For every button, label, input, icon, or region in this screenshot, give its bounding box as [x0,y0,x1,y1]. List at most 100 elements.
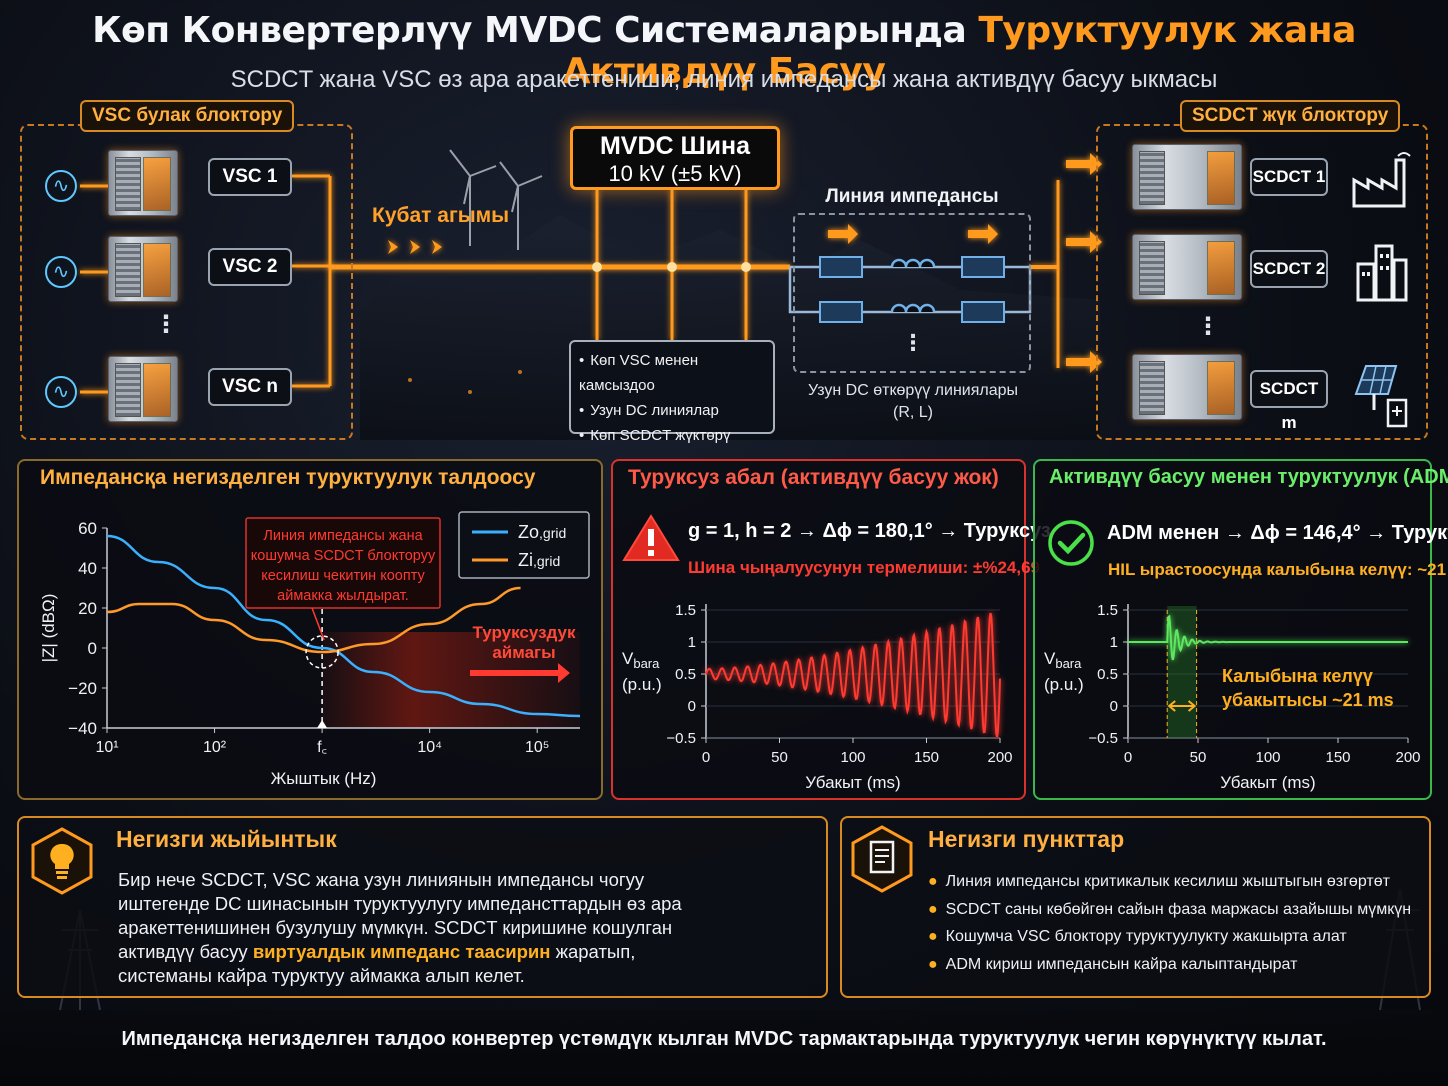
key-points-panel [840,816,1431,998]
stable-panel [1033,459,1432,800]
legend-label: Zi,grid [518,550,560,570]
voltage-trace [1128,614,1408,661]
x-axis-label: Убакыт (ms) [1220,773,1315,792]
check-icon [1048,520,1094,566]
voltage-trace [705,612,1001,738]
title-part-1: Көп Конвертерлүү MVDC Системаларында [92,10,979,51]
x-tick-label: 50 [771,749,788,766]
recovery-label: Калыбына келүү [1222,666,1373,686]
bus-info-box: • Көп VSC менен камсыздоо • Узун DC линиял… [569,340,775,444]
inductor-symbols [890,258,936,313]
line-impedance-caption: Узун DC өткөрүү линиялары (R, L) [807,382,1019,421]
unstable-region-arrow [470,663,570,683]
resistor-symbols [819,256,1005,323]
hil-recovery: HIL ырастоосунда калыбына келүү: ~21 ms [1108,560,1448,579]
scdct-2-label[interactable]: SCDCT 2 [1250,250,1328,288]
y-tick-label: 1.5 [675,602,696,619]
annotation-line: кесилиш чекитин коопту [261,568,425,584]
annotation-line: аймакка жылдырат. [277,588,409,604]
y-tick-label: 0 [1110,698,1118,715]
y-axis-label: |Z| (dBΩ) [39,594,58,663]
buildings-icon [1356,244,1408,302]
footer-band [0,1010,1448,1086]
x-tick-label: 10¹ [95,739,118,756]
bus-info-item: • Көп SCDCT жүктөрү [579,427,731,444]
scdct-m-label[interactable]: SCDCT m [1250,370,1328,432]
annotation-line: Линия импедансы жана [263,528,423,544]
line-impedance-frame [793,213,1031,373]
y-tick-label: 0 [688,698,696,715]
vsc-cabinet [108,356,178,422]
key-point-item: ● Линия импедансы критикалык кесилиш жышт… [928,873,1390,890]
ac-source-icon: ∿ [45,256,77,288]
x-tick-label: 200 [1395,749,1420,766]
key-point-item: ● SCDCT саны көбөйгөн сайын фаза маржасы … [928,900,1412,918]
crossover-tick-marker [317,720,328,728]
key-point-item: ● Кошумча VSC блоктору туруктуулукту жакш… [928,928,1347,945]
y-tick-label: −20 [68,679,97,698]
x-tick-label: 200 [987,749,1012,766]
bus-info-item: • Көп VSC менен камсыздоо [579,352,699,394]
vsc-1-label[interactable]: VSC 1 [208,158,292,196]
key-point-item: ● ADM кириш импедансын кайра калыптандыра… [928,955,1298,973]
ac-source-icon: ∿ [45,376,77,408]
impedance-panel-title: Импедансқа негизделген туруктуулук талдо… [40,466,536,489]
power-wiring [80,153,1102,394]
y-tick-label: −40 [68,719,97,738]
key-points-list: ● Линия импедансы критикалык кесилиш жышт… [928,868,1426,978]
ac-source-icon: ∿ [45,170,77,202]
legend-label: Zo,grid [518,522,566,542]
x-tick-label: 10⁵ [525,739,549,756]
vsc-ellipsis: ⋮ [154,311,178,338]
title-part-2: Туруктуулук жана Активдүү Басуу [562,10,1357,92]
x-tick-label: 100 [1255,749,1280,766]
unstable-oscillation: Шина чыңалуусунун термелиши: ±%24,69 [688,558,1040,577]
y-tick-label: 40 [78,559,97,578]
y-axis-label: Vbara [1044,649,1082,671]
unstable-region-label: Туруксуздук [473,623,576,642]
footer-text: Импедансқа негизделген талдоо конвертер … [121,1028,1327,1050]
mvdc-bus-box[interactable]: MVDC Шина 10 kV (±5 kV) [570,126,780,190]
crossover-marker [305,635,339,669]
stable-chart: 1.5 1 0.5 0 −0.5 0 50 100 150 200 Убакыт (ms) Vbara… [1044,602,1421,792]
warning-icon [622,514,680,561]
scdct-ellipsis: ⋮ [1196,313,1220,340]
x-tick-label: 0 [1124,749,1132,766]
x-tick-label: 50 [1190,749,1207,766]
scdct-1-label[interactable]: SCDCT 1 [1250,158,1328,196]
unstable-chart: 1.5 1 0.5 0 −0.5 0 50 100 150 200 Убакыт (ms) Vbara… [622,602,1013,792]
line-ellipsis: ⋮ [902,330,924,355]
factory-icon [1352,152,1411,208]
y-tick-label: 60 [78,519,97,538]
recovery-window [1167,606,1197,738]
summary-text: Бир нече SCDCT, VSC жана узун линиянын и… [118,869,682,986]
x-tick-label: 150 [1325,749,1350,766]
key-points-title: Негизги пункттар [928,826,1125,852]
power-flow-label: Кубат агымы [372,204,510,227]
scdct-cabinet [1132,354,1242,420]
vsc-2-label[interactable]: VSC 2 [208,248,292,286]
scdct-block-tag: SCDCT жүк блоктору [1180,100,1401,132]
stable-panel-title: Активдүү басуу менен туруктуулук (ADM) [1049,466,1448,488]
stable-condition: ADM менен → Δϕ = 146,4° → Туруктуу [1107,522,1448,544]
annotation-line: кошумча SCDCT блокторуу [251,548,436,564]
vsc-cabinet [108,236,178,302]
unstable-region-label: аймагы [492,643,555,662]
summary-highlight: виртуалдык импеданс таасирин [252,941,551,962]
lightbulb-icon [31,827,93,895]
x-axis-label: Убакыт (ms) [805,773,900,792]
summary-panel [17,816,828,998]
solar-battery-icon [1354,365,1408,428]
page-title: Көп Конвертерлүү MVDC Системаларында Тур… [0,10,1448,92]
recovery-label: убакытысы ~21 ms [1222,690,1394,710]
x-tick-label: 100 [840,749,865,766]
y-tick-label: −0.5 [666,730,696,747]
unstable-panel-title: Туруксуз абал (активдүү басуу жок) [628,466,999,489]
y-axis-label: Vbara [622,649,660,671]
vsc-block-tag: VSC булак блоктору [80,100,295,132]
y-axis-unit: (p.u.) [622,675,662,694]
y-tick-label: 1.5 [1097,602,1118,619]
vsc-n-label[interactable]: VSC n [208,368,292,406]
y-tick-label: 0.5 [1097,666,1118,683]
